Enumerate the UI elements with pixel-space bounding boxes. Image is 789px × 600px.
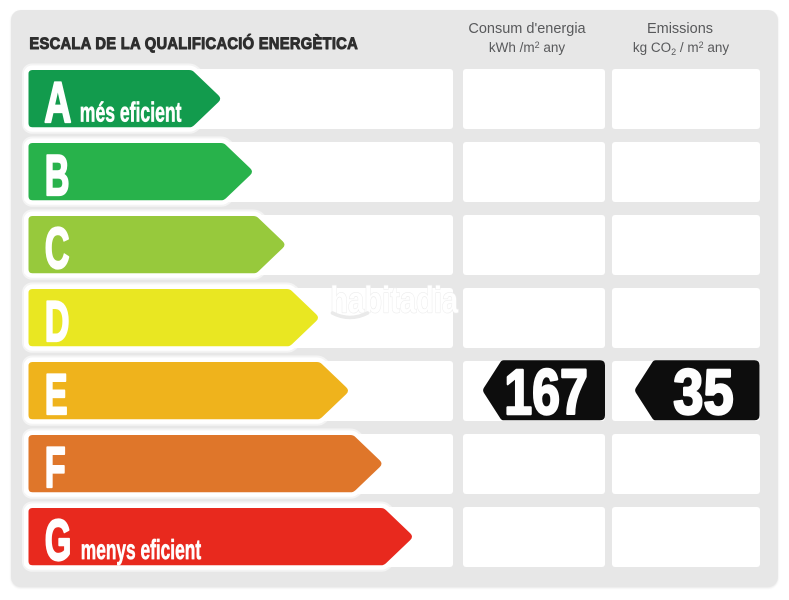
svg-text:167: 167 <box>504 357 588 428</box>
svg-text:menys eficient: menys eficient <box>81 534 202 565</box>
svg-text:E: E <box>45 363 68 427</box>
svg-text:F: F <box>45 436 66 500</box>
svg-text:C: C <box>45 217 70 281</box>
svg-text:D: D <box>45 290 70 354</box>
svg-text:35: 35 <box>673 356 733 428</box>
svg-text:habitadia: habitadia <box>330 280 458 321</box>
svg-text:B: B <box>45 144 70 208</box>
svg-text:A: A <box>44 71 71 135</box>
svg-text:més eficient: més eficient <box>80 97 182 128</box>
svg-text:ESCALA DE LA QUALIFICACIÓ ENER: ESCALA DE LA QUALIFICACIÓ ENERGÈTICA <box>29 33 358 53</box>
svg-text:G: G <box>45 509 72 573</box>
